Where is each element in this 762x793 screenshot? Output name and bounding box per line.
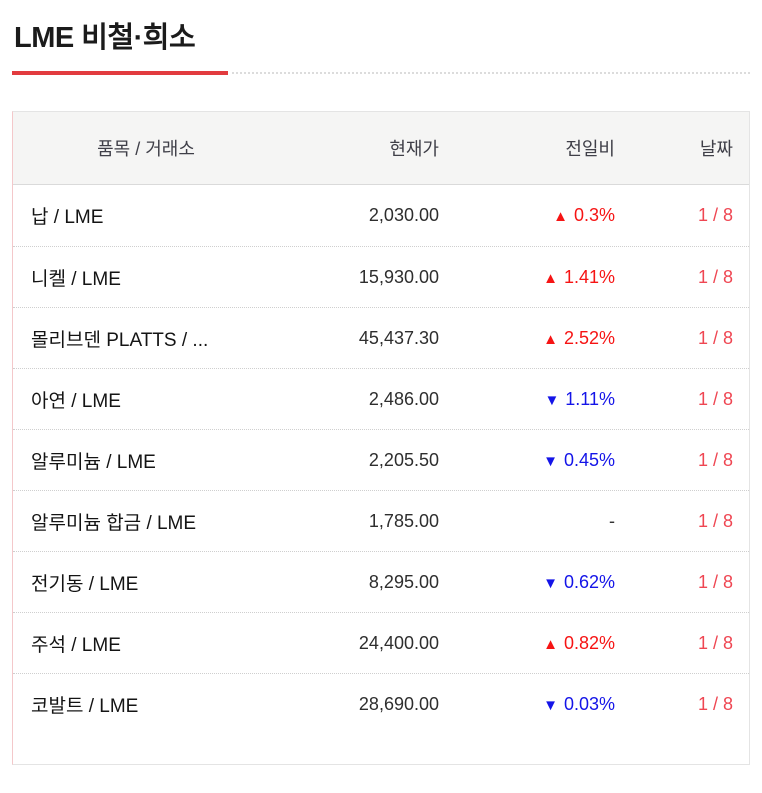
item-name-link[interactable]: 몰리브덴 PLATTS / ... bbox=[31, 329, 209, 351]
current-price: 15,930.00 bbox=[358, 266, 439, 287]
page: LME 비철·희소 품목 / 거래소 현재가 전일비 날짜 납 / LME 2,… bbox=[12, 22, 750, 765]
title-underline-red-bar bbox=[12, 70, 228, 75]
daily-change: - bbox=[609, 510, 615, 531]
table-row[interactable]: 아연 / LME 2,486.00 ▼ 1.11% 1 / 8 bbox=[13, 368, 749, 429]
date: 1 / 8 bbox=[697, 510, 733, 531]
table-row[interactable]: 주석 / LME 24,400.00 ▲ 0.82% 1 / 8 bbox=[13, 612, 749, 673]
down-arrow-icon: ▼ bbox=[543, 452, 558, 470]
item-name-link[interactable]: 아연 / LME bbox=[31, 390, 121, 412]
current-price: 45,437.30 bbox=[358, 327, 439, 348]
current-price: 8,295.00 bbox=[368, 571, 439, 592]
up-arrow-icon: ▲ bbox=[543, 330, 558, 348]
table-row[interactable]: 니켈 / LME 15,930.00 ▲ 1.41% 1 / 8 bbox=[13, 246, 749, 307]
header-item-exchange: 품목 / 거래소 bbox=[97, 139, 195, 159]
item-name-link[interactable]: 주석 / LME bbox=[31, 634, 121, 656]
current-price: 28,690.00 bbox=[358, 693, 439, 714]
daily-change: ▼ 0.45% bbox=[543, 449, 615, 470]
current-price: 24,400.00 bbox=[358, 632, 439, 653]
table-row[interactable]: 납 / LME 2,030.00 ▲ 0.3% 1 / 8 bbox=[13, 185, 749, 246]
table-row[interactable]: 몰리브덴 PLATTS / ... 45,437.30 ▲ 2.52% 1 / 8 bbox=[13, 307, 749, 368]
up-arrow-icon: ▲ bbox=[553, 208, 568, 225]
table-row[interactable]: 알루미늄 합금 / LME 1,785.00 - 1 / 8 bbox=[13, 490, 749, 551]
item-name-link[interactable]: 납 / LME bbox=[31, 207, 104, 228]
daily-change: ▲ 0.82% bbox=[543, 632, 615, 653]
daily-change: ▲ 1.41% bbox=[543, 266, 615, 287]
table-header-row: 품목 / 거래소 현재가 전일비 날짜 bbox=[13, 112, 749, 185]
daily-change: ▼ 0.03% bbox=[543, 693, 615, 714]
daily-change: ▲ 2.52% bbox=[543, 327, 615, 348]
current-price: 2,030.00 bbox=[368, 205, 439, 225]
item-name-link[interactable]: 알루미늄 / LME bbox=[31, 451, 156, 473]
table-row[interactable]: 알루미늄 / LME 2,205.50 ▼ 0.45% 1 / 8 bbox=[13, 429, 749, 490]
item-name-link[interactable]: 알루미늄 합금 / LME bbox=[31, 512, 197, 534]
date: 1 / 8 bbox=[697, 266, 733, 287]
table-row[interactable]: 코발트 / LME 28,690.00 ▼ 0.03% 1 / 8 bbox=[13, 673, 749, 734]
date: 1 / 8 bbox=[697, 327, 733, 348]
date: 1 / 8 bbox=[697, 388, 733, 409]
header-current-price: 현재가 bbox=[389, 139, 439, 159]
header-daily-change: 전일비 bbox=[565, 139, 615, 159]
title-underline-dotted-line bbox=[232, 71, 750, 74]
title-underline bbox=[12, 70, 750, 75]
daily-change: ▼ 1.11% bbox=[544, 388, 615, 409]
lme-price-table: 품목 / 거래소 현재가 전일비 날짜 납 / LME 2,030.00 ▲ 0.… bbox=[12, 111, 750, 765]
date: 1 / 8 bbox=[697, 571, 733, 592]
up-arrow-icon: ▲ bbox=[543, 269, 558, 287]
table-row[interactable]: 전기동 / LME 8,295.00 ▼ 0.62% 1 / 8 bbox=[13, 551, 749, 612]
table-body: 납 / LME 2,030.00 ▲ 0.3% 1 / 8 니켈 / LME 15… bbox=[13, 185, 749, 734]
down-arrow-icon: ▼ bbox=[543, 574, 558, 592]
item-name-link[interactable]: 니켈 / LME bbox=[31, 268, 121, 290]
current-price: 2,486.00 bbox=[368, 388, 439, 409]
date: 1 / 8 bbox=[697, 449, 733, 470]
down-arrow-icon: ▼ bbox=[544, 391, 560, 409]
current-price: 1,785.00 bbox=[368, 510, 439, 531]
current-price: 2,205.50 bbox=[368, 449, 439, 470]
item-name-link[interactable]: 코발트 / LME bbox=[31, 695, 139, 717]
daily-change: ▼ 0.62% bbox=[543, 571, 615, 592]
header-date: 날짜 bbox=[699, 139, 733, 159]
down-arrow-icon: ▼ bbox=[543, 696, 558, 714]
date: 1 / 8 bbox=[697, 632, 733, 653]
date: 1 / 8 bbox=[697, 693, 733, 714]
page-title: LME 비철·희소 bbox=[14, 22, 196, 54]
item-name-link[interactable]: 전기동 / LME bbox=[31, 573, 139, 595]
up-arrow-icon: ▲ bbox=[543, 635, 558, 653]
daily-change: ▲ 0.3% bbox=[553, 205, 615, 225]
date: 1 / 8 bbox=[697, 205, 733, 225]
